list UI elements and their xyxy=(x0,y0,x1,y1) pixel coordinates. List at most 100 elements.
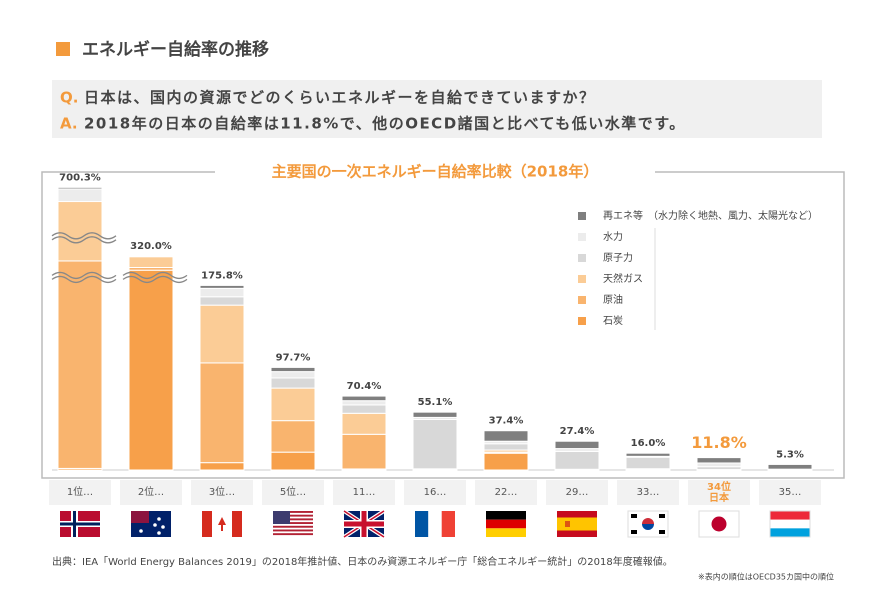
value-label: 27.4% xyxy=(560,426,595,437)
flag xyxy=(659,530,665,534)
flag xyxy=(273,511,290,524)
value-label: 70.4% xyxy=(347,381,382,392)
legend-label: 石炭 xyxy=(603,315,623,327)
flag xyxy=(273,525,313,528)
value-label: 37.4% xyxy=(489,416,524,427)
flag xyxy=(153,523,157,527)
bar-segment xyxy=(554,450,600,470)
flag xyxy=(232,511,242,537)
flag xyxy=(218,517,226,525)
flag xyxy=(344,521,384,527)
flag xyxy=(131,511,149,523)
flag xyxy=(642,524,654,530)
flag xyxy=(565,521,570,527)
chart-title-bg xyxy=(215,162,655,182)
qa-box xyxy=(52,80,822,138)
x-tick-label: 11… xyxy=(333,480,395,505)
legend-swatch xyxy=(578,296,586,304)
flag xyxy=(157,531,161,535)
bar-segment xyxy=(270,451,316,471)
axis-break xyxy=(51,271,117,280)
bar-segment xyxy=(341,433,387,470)
bar-segment xyxy=(57,260,103,469)
flag xyxy=(273,533,313,536)
flag xyxy=(770,511,810,520)
axis-break xyxy=(122,275,188,284)
x-tick-label: 5位… xyxy=(262,480,324,505)
flag xyxy=(770,528,810,538)
bar-segment xyxy=(696,457,742,464)
flag xyxy=(441,511,455,537)
legend-swatch xyxy=(578,254,586,262)
value-label: 320.0% xyxy=(130,241,172,252)
flag-icon xyxy=(627,510,669,538)
flag-icon xyxy=(557,511,597,537)
bar-segment xyxy=(341,412,387,435)
bar-segment xyxy=(554,440,600,450)
legend-note: （水力除く地熱、風力、太陽光など） xyxy=(648,209,818,222)
bar-segment xyxy=(199,284,245,289)
flag xyxy=(631,530,637,534)
bar-segment xyxy=(625,452,671,457)
flag xyxy=(415,511,429,537)
bar-segment xyxy=(341,404,387,414)
bar-segment xyxy=(270,387,316,422)
legend-swatch xyxy=(578,233,586,241)
page-title: エネルギー自給率の推移 xyxy=(82,39,269,60)
flag xyxy=(161,525,165,529)
axis-break xyxy=(51,232,117,240)
flag xyxy=(769,510,811,538)
source: 出典：IEA「World Energy Balances 2019」の2018年… xyxy=(52,555,673,568)
flag-icon xyxy=(698,510,740,538)
q-label: Q. xyxy=(60,89,78,107)
flag xyxy=(659,514,665,518)
legend-swatch xyxy=(578,317,586,325)
flag xyxy=(202,511,212,537)
bar-segment xyxy=(270,371,316,379)
flag xyxy=(428,511,442,537)
value-label: 11.8% xyxy=(691,433,747,452)
x-tick-label: 22… xyxy=(475,480,537,505)
flag-icon xyxy=(486,511,526,538)
x-tick-label: 16… xyxy=(404,480,466,505)
bar-segment xyxy=(199,462,245,471)
flag xyxy=(273,522,313,524)
chart-title: 主要国の一次エネルギー自給率比較（2018年） xyxy=(272,163,599,181)
bar-segment xyxy=(767,463,813,470)
flag xyxy=(486,528,526,538)
bar-segment xyxy=(57,188,103,203)
bar-segment xyxy=(483,452,529,471)
flag xyxy=(770,519,810,529)
a-label: A. xyxy=(60,115,78,133)
value-label: 97.7% xyxy=(276,352,311,363)
bar-segment xyxy=(199,304,245,364)
axis-break xyxy=(51,275,117,284)
flag xyxy=(486,519,526,529)
bar-segment xyxy=(57,186,103,190)
flag-icon xyxy=(415,511,455,537)
x-tick-label: 35… xyxy=(759,480,821,505)
value-label: 175.8% xyxy=(201,270,243,281)
bar-segment xyxy=(412,418,458,470)
x-tick-label: 33… xyxy=(617,480,679,505)
flag xyxy=(631,514,637,518)
bar-segment xyxy=(199,287,245,298)
flag-icon xyxy=(60,511,100,537)
flag xyxy=(157,517,161,521)
legend-label: 原油 xyxy=(603,293,623,306)
flag-icon xyxy=(342,509,386,539)
x-tick-label: 1位… xyxy=(49,480,111,505)
legend-label: 再エネ等 xyxy=(603,209,643,222)
bar-segment xyxy=(270,420,316,453)
bar-segment xyxy=(625,456,671,470)
flag xyxy=(221,525,223,531)
flag xyxy=(273,529,313,532)
flag-icon xyxy=(202,511,242,537)
flag xyxy=(486,511,526,520)
bar-segment xyxy=(199,362,245,464)
legend-label: 原子力 xyxy=(603,251,633,264)
x-tick-label: 3位… xyxy=(191,480,253,505)
legend-swatch xyxy=(578,212,586,220)
flag xyxy=(273,511,313,513)
